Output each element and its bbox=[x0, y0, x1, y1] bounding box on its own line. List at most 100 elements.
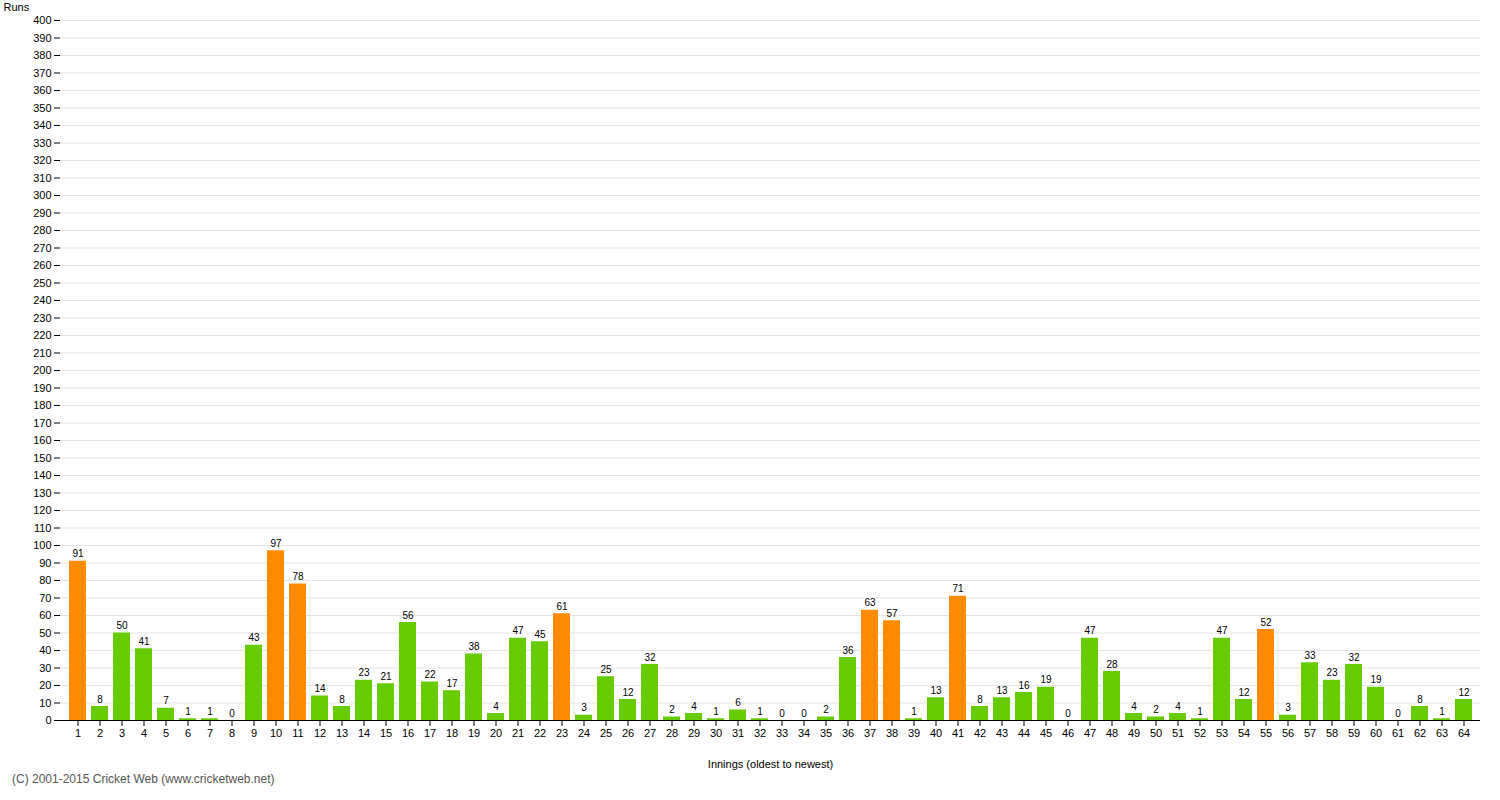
svg-text:1: 1 bbox=[185, 706, 191, 717]
svg-text:48: 48 bbox=[1106, 727, 1118, 739]
svg-text:60: 60 bbox=[39, 609, 51, 621]
svg-text:40: 40 bbox=[39, 644, 51, 656]
svg-text:45: 45 bbox=[1040, 727, 1052, 739]
svg-text:5: 5 bbox=[163, 727, 169, 739]
svg-text:4: 4 bbox=[1131, 701, 1137, 712]
svg-text:35: 35 bbox=[820, 727, 832, 739]
svg-text:63: 63 bbox=[1436, 727, 1448, 739]
svg-text:2: 2 bbox=[1153, 704, 1159, 715]
svg-text:38: 38 bbox=[886, 727, 898, 739]
svg-text:19: 19 bbox=[1370, 674, 1382, 685]
svg-text:310: 310 bbox=[33, 172, 51, 184]
svg-text:56: 56 bbox=[402, 610, 414, 621]
svg-text:50: 50 bbox=[116, 620, 128, 631]
svg-text:58: 58 bbox=[1326, 727, 1338, 739]
svg-text:24: 24 bbox=[578, 727, 590, 739]
svg-text:0: 0 bbox=[1065, 708, 1071, 719]
svg-text:350: 350 bbox=[33, 102, 51, 114]
svg-text:31: 31 bbox=[732, 727, 744, 739]
svg-text:4: 4 bbox=[493, 701, 499, 712]
svg-text:61: 61 bbox=[1392, 727, 1404, 739]
svg-text:17: 17 bbox=[424, 727, 436, 739]
svg-text:370: 370 bbox=[33, 67, 51, 79]
svg-text:57: 57 bbox=[886, 608, 898, 619]
svg-text:62: 62 bbox=[1414, 727, 1426, 739]
svg-text:90: 90 bbox=[39, 557, 51, 569]
svg-text:4: 4 bbox=[1175, 701, 1181, 712]
svg-text:270: 270 bbox=[33, 242, 51, 254]
svg-text:29: 29 bbox=[688, 727, 700, 739]
svg-text:19: 19 bbox=[1040, 674, 1052, 685]
svg-text:1: 1 bbox=[911, 706, 917, 717]
svg-text:28: 28 bbox=[666, 727, 678, 739]
svg-text:150: 150 bbox=[33, 452, 51, 464]
svg-text:41: 41 bbox=[138, 636, 150, 647]
svg-text:250: 250 bbox=[33, 277, 51, 289]
svg-text:130: 130 bbox=[33, 487, 51, 499]
svg-text:8: 8 bbox=[97, 694, 103, 705]
svg-text:30: 30 bbox=[39, 662, 51, 674]
svg-text:1: 1 bbox=[207, 706, 213, 717]
svg-text:330: 330 bbox=[33, 137, 51, 149]
svg-text:1: 1 bbox=[1197, 706, 1203, 717]
svg-text:7: 7 bbox=[207, 727, 213, 739]
svg-text:100: 100 bbox=[33, 539, 51, 551]
svg-text:16: 16 bbox=[402, 727, 414, 739]
svg-text:47: 47 bbox=[1216, 625, 1228, 636]
svg-text:3: 3 bbox=[581, 702, 587, 713]
svg-text:28: 28 bbox=[1106, 659, 1118, 670]
svg-text:50: 50 bbox=[1150, 727, 1162, 739]
svg-text:12: 12 bbox=[314, 727, 326, 739]
svg-text:61: 61 bbox=[556, 601, 568, 612]
svg-text:15: 15 bbox=[380, 727, 392, 739]
svg-text:33: 33 bbox=[1304, 650, 1316, 661]
svg-text:14: 14 bbox=[358, 727, 370, 739]
svg-text:0: 0 bbox=[229, 708, 235, 719]
svg-text:23: 23 bbox=[556, 727, 568, 739]
svg-text:17: 17 bbox=[446, 678, 458, 689]
svg-text:55: 55 bbox=[1260, 727, 1272, 739]
svg-text:190: 190 bbox=[33, 382, 51, 394]
svg-text:27: 27 bbox=[644, 727, 656, 739]
svg-text:4: 4 bbox=[691, 701, 697, 712]
svg-text:8: 8 bbox=[339, 694, 345, 705]
svg-text:41: 41 bbox=[952, 727, 964, 739]
svg-text:33: 33 bbox=[776, 727, 788, 739]
svg-text:32: 32 bbox=[754, 727, 766, 739]
svg-text:1: 1 bbox=[713, 706, 719, 717]
svg-text:2: 2 bbox=[669, 704, 675, 715]
svg-text:19: 19 bbox=[468, 727, 480, 739]
svg-text:10: 10 bbox=[270, 727, 282, 739]
svg-text:56: 56 bbox=[1282, 727, 1294, 739]
svg-text:22: 22 bbox=[424, 669, 436, 680]
svg-text:12: 12 bbox=[1458, 687, 1470, 698]
svg-text:360: 360 bbox=[33, 84, 51, 96]
svg-text:30: 30 bbox=[710, 727, 722, 739]
svg-text:0: 0 bbox=[45, 714, 51, 726]
svg-text:54: 54 bbox=[1238, 727, 1250, 739]
svg-text:7: 7 bbox=[163, 695, 169, 706]
svg-text:32: 32 bbox=[1348, 652, 1360, 663]
svg-text:47: 47 bbox=[1084, 625, 1096, 636]
svg-text:3: 3 bbox=[119, 727, 125, 739]
svg-text:4: 4 bbox=[141, 727, 147, 739]
svg-text:140: 140 bbox=[33, 469, 51, 481]
svg-text:43: 43 bbox=[248, 632, 260, 643]
svg-text:45: 45 bbox=[534, 629, 546, 640]
svg-text:70: 70 bbox=[39, 592, 51, 604]
svg-text:46: 46 bbox=[1062, 727, 1074, 739]
svg-text:49: 49 bbox=[1128, 727, 1140, 739]
svg-text:25: 25 bbox=[600, 727, 612, 739]
svg-text:21: 21 bbox=[512, 727, 524, 739]
svg-text:180: 180 bbox=[33, 399, 51, 411]
svg-text:120: 120 bbox=[33, 504, 51, 516]
svg-text:160: 160 bbox=[33, 434, 51, 446]
svg-text:78: 78 bbox=[292, 571, 304, 582]
svg-text:10: 10 bbox=[39, 697, 51, 709]
svg-text:2: 2 bbox=[97, 727, 103, 739]
svg-text:8: 8 bbox=[229, 727, 235, 739]
svg-text:26: 26 bbox=[622, 727, 634, 739]
svg-text:71: 71 bbox=[952, 583, 964, 594]
svg-text:18: 18 bbox=[446, 727, 458, 739]
svg-text:280: 280 bbox=[33, 224, 51, 236]
